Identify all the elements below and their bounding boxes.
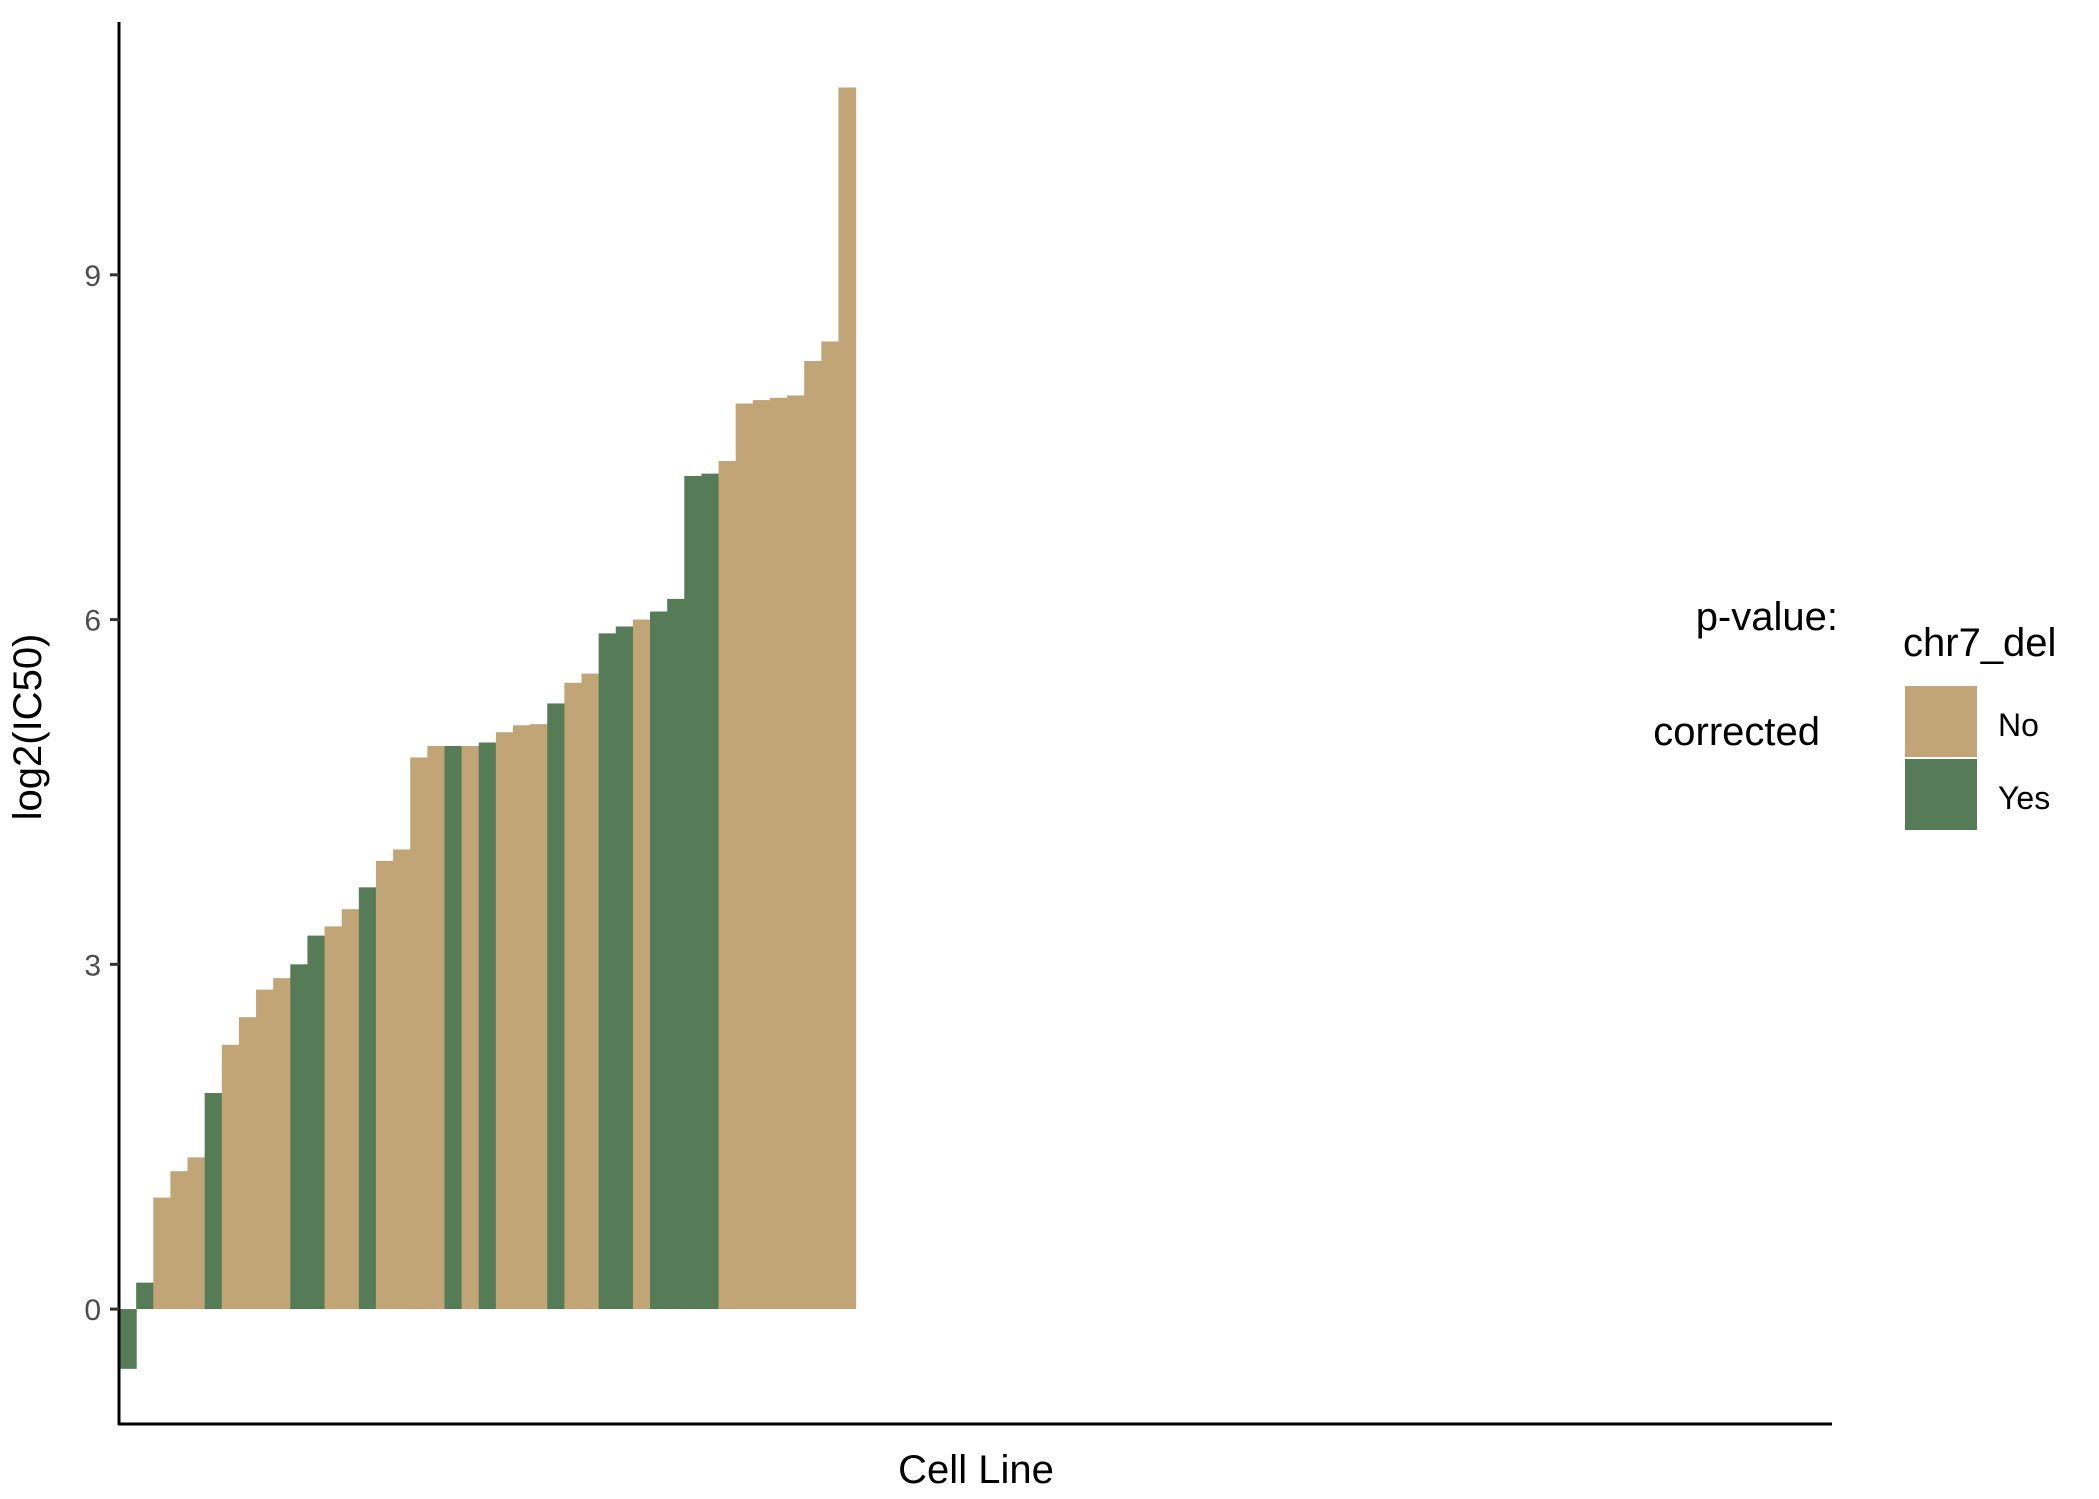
bar-13 <box>324 926 343 1310</box>
legend-label-yes: Yes <box>1998 780 2050 816</box>
bar-32 <box>650 611 668 1310</box>
y-axis-title: log2(IC50) <box>6 634 50 821</box>
bar-37 <box>735 403 754 1310</box>
bar-4 <box>170 1171 189 1310</box>
bar-29 <box>598 633 617 1310</box>
bar-18 <box>410 757 428 1310</box>
bar-26 <box>547 703 565 1310</box>
bar-17 <box>393 849 411 1310</box>
bar-6 <box>204 1093 223 1310</box>
bar-40 <box>787 395 805 1310</box>
legend-title: chr7_del <box>1903 621 2056 665</box>
bar-27 <box>564 682 583 1310</box>
bar-35 <box>701 473 720 1310</box>
legend-label-no: No <box>1998 707 2039 743</box>
bar-28 <box>581 673 600 1310</box>
bar-9 <box>256 989 274 1310</box>
bar-16 <box>375 860 394 1310</box>
bar-24 <box>512 725 531 1310</box>
bar-12 <box>307 935 326 1310</box>
bar-3 <box>153 1197 171 1310</box>
bar-38 <box>752 400 771 1310</box>
bar-10 <box>273 978 291 1310</box>
bar-22 <box>478 742 497 1310</box>
y-tick-label: 0 <box>84 1294 101 1327</box>
y-ticks-group: 0 3 6 9 <box>84 260 119 1327</box>
bar-34 <box>684 475 703 1310</box>
bar-39 <box>769 397 788 1310</box>
bar-20 <box>444 745 463 1310</box>
bar-25 <box>530 724 548 1310</box>
legend: chr7_del No Yes <box>1903 621 2056 830</box>
bar-1 <box>119 1309 137 1369</box>
y-tick-label: 3 <box>84 949 101 982</box>
bar-23 <box>495 732 514 1310</box>
bars-group <box>119 87 857 1369</box>
bar-41 <box>804 361 822 1310</box>
bar-19 <box>427 745 446 1310</box>
bar-11 <box>290 964 309 1310</box>
y-tick-label: 6 <box>84 605 101 638</box>
bar-15 <box>358 887 377 1310</box>
bar-21 <box>461 745 480 1310</box>
p-value-annotation: p-value: <box>1696 595 1838 639</box>
x-axis-title: Cell Line <box>898 1448 1054 1492</box>
bar-36 <box>718 460 737 1310</box>
legend-swatch-yes <box>1905 759 1977 830</box>
bar-14 <box>341 909 360 1310</box>
bar-7 <box>221 1044 240 1310</box>
bar-30 <box>615 626 634 1310</box>
bar-33 <box>667 598 685 1310</box>
corrected-annotation: corrected <box>1653 710 1820 754</box>
legend-swatch-no <box>1905 686 1977 757</box>
bar-2 <box>136 1282 154 1310</box>
y-tick-label: 9 <box>84 260 101 293</box>
bar-5 <box>187 1157 206 1310</box>
bar-43 <box>838 87 857 1310</box>
bar-8 <box>238 1017 257 1310</box>
bar-31 <box>632 619 651 1310</box>
bar-42 <box>821 341 840 1310</box>
